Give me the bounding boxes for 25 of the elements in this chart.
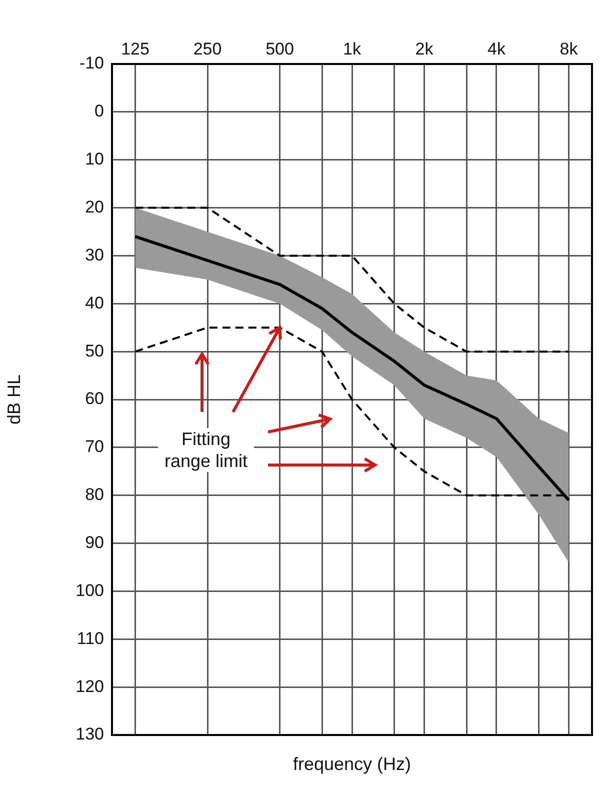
y-tick-label: 10 xyxy=(85,150,104,169)
y-tick-label: 60 xyxy=(85,389,104,408)
x-tick-label: 4k xyxy=(488,39,506,58)
y-tick-label: 50 xyxy=(85,341,104,360)
x-tick-label: 500 xyxy=(266,39,294,58)
y-tick-label: 70 xyxy=(85,437,104,456)
x-tick-label: 2k xyxy=(415,39,434,58)
y-tick-label: 100 xyxy=(76,580,104,600)
y-tick-label: 40 xyxy=(85,293,104,312)
x-tick-label: 8k xyxy=(560,39,578,58)
annotation: Fitting range limit xyxy=(158,428,254,472)
y-tick-label: 120 xyxy=(76,676,104,696)
x-axis-title: frequency (Hz) xyxy=(292,754,412,774)
y-tick-label: 130 xyxy=(76,724,104,744)
y-tick-label: 30 xyxy=(85,245,104,264)
x-tick-label: 125 xyxy=(121,39,150,58)
y-axis-title: dB HL xyxy=(4,374,24,425)
y-tick-label: -10 xyxy=(79,54,104,73)
y-tick-label: 80 xyxy=(85,485,104,504)
x-tick-label: 250 xyxy=(193,39,222,58)
y-tick-label: 110 xyxy=(76,628,104,648)
y-tick-label: 20 xyxy=(85,197,104,216)
y-tick-label: 0 xyxy=(94,102,104,121)
x-tick-label: 1k xyxy=(343,39,362,58)
y-tick-label: 90 xyxy=(85,532,104,552)
